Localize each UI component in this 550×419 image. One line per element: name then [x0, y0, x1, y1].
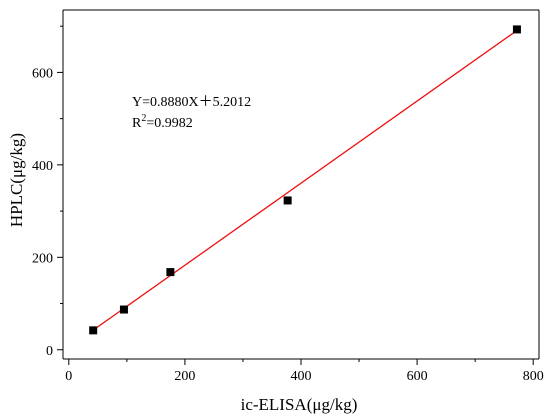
- y-tick-label: 400: [32, 159, 53, 174]
- y-tick-label: 200: [32, 251, 53, 266]
- x-tick-label: 400: [291, 369, 312, 384]
- data-point-square: [512, 25, 521, 34]
- x-tick-label: 0: [65, 369, 72, 384]
- x-axis-title: ic-ELISA(μg/kg): [241, 395, 358, 414]
- regression-equation: Y=0.8880X＋5.2012: [132, 95, 251, 110]
- plot-frame: [62, 9, 540, 360]
- data-point-square: [166, 268, 175, 277]
- y-axis-title: HPLC(μg/kg): [7, 133, 26, 227]
- data-points: [89, 25, 521, 335]
- data-point-square: [283, 196, 292, 205]
- fit-line-group: [91, 29, 518, 332]
- y-tick-label: 600: [32, 66, 53, 81]
- r-squared-superscript: 2: [141, 113, 146, 124]
- r-squared-value: =0.9982: [146, 116, 192, 131]
- r-squared-prefix: R: [132, 116, 142, 131]
- data-point-square: [119, 305, 128, 314]
- x-tick-label: 800: [523, 369, 544, 384]
- x-tick-label: 200: [174, 369, 195, 384]
- x-tick-label: 600: [407, 369, 428, 384]
- regression-fit-line: [91, 29, 518, 332]
- axis-ticks: 0 200 400 600 800 0 200 400 600: [32, 25, 544, 384]
- y-tick-label: 0: [46, 344, 53, 359]
- data-point-square: [89, 326, 98, 335]
- r-squared-label: R2=0.9982: [132, 113, 193, 131]
